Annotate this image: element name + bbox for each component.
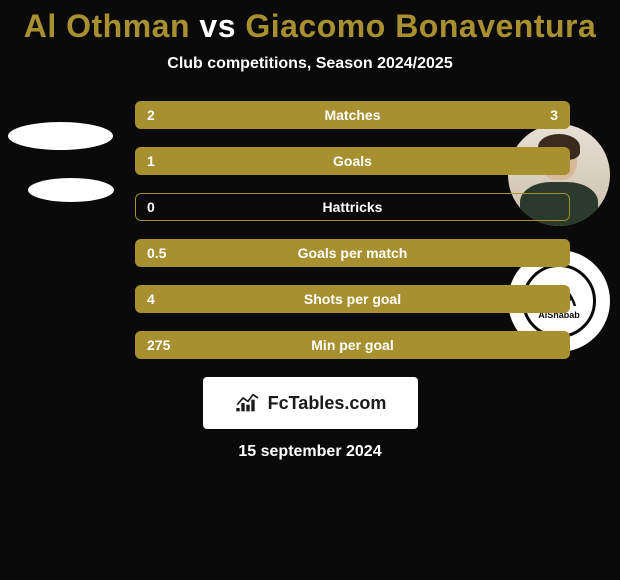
club-left-badge	[28, 178, 114, 202]
stat-label: Shots per goal	[135, 285, 570, 313]
stat-label: Min per goal	[135, 331, 570, 359]
stats-chart: 23Matches 1Goals 0Hattricks 0.5Goals per ma…	[135, 101, 570, 359]
stat-label: Goals per match	[135, 239, 570, 267]
title-player-left: Al Othman	[24, 8, 190, 44]
stat-label: Goals	[135, 147, 570, 175]
brand-text: FcTables.com	[268, 393, 387, 414]
stat-label: Hattricks	[135, 193, 570, 221]
stat-row: 0.5Goals per match	[135, 239, 570, 267]
stat-row: 4Shots per goal	[135, 285, 570, 313]
title-vs: vs	[190, 8, 245, 44]
date-label: 15 september 2024	[0, 443, 620, 461]
stat-label: Matches	[135, 101, 570, 129]
subtitle: Club competitions, Season 2024/2025	[0, 55, 620, 73]
stat-row: 1Goals	[135, 147, 570, 175]
stat-row: 275Min per goal	[135, 331, 570, 359]
stat-row: 23Matches	[135, 101, 570, 129]
brand-badge: FcTables.com	[203, 377, 418, 429]
player-left-avatar	[8, 122, 113, 150]
title-player-right: Giacomo Bonaventura	[245, 8, 596, 44]
stat-row: 0Hattricks	[135, 193, 570, 221]
brand-logo-icon	[234, 393, 262, 413]
page-title: Al Othman vs Giacomo Bonaventura	[0, 0, 620, 49]
